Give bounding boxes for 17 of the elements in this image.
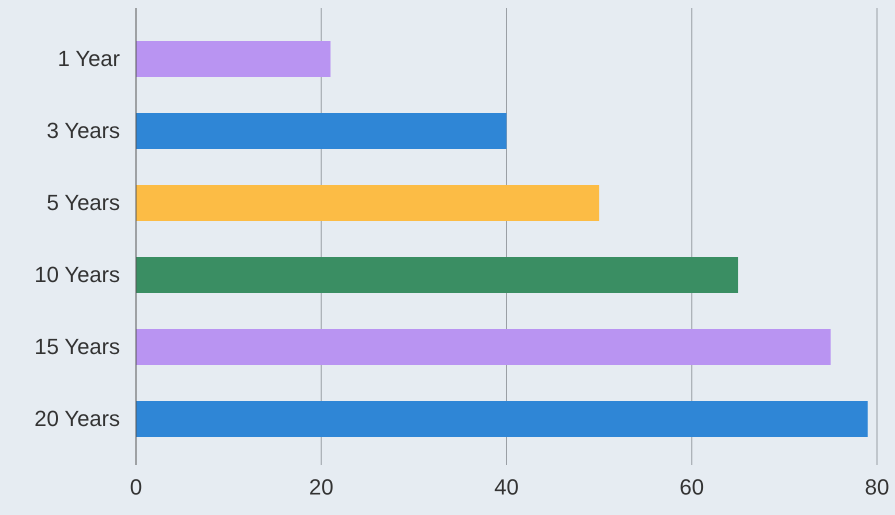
x-tick-label: 80 — [864, 474, 890, 500]
y-tick-label: 1 Year — [58, 46, 120, 72]
bar — [136, 41, 331, 77]
y-tick-label: 3 Years — [46, 118, 120, 144]
bar — [136, 329, 831, 365]
bar — [136, 113, 506, 149]
y-tick-label: 15 Years — [34, 334, 120, 360]
y-tick-label: 5 Years — [46, 190, 120, 216]
bar — [136, 185, 600, 221]
x-tick-label: 60 — [680, 474, 704, 500]
y-tick-label: 20 Years — [34, 406, 120, 432]
bar — [136, 257, 738, 293]
x-tick-label: 20 — [309, 474, 334, 500]
y-tick-label: 10 Years — [34, 262, 120, 288]
x-tick-label: 0 — [130, 474, 142, 500]
bar — [136, 401, 868, 437]
x-tick-label: 40 — [494, 474, 519, 500]
